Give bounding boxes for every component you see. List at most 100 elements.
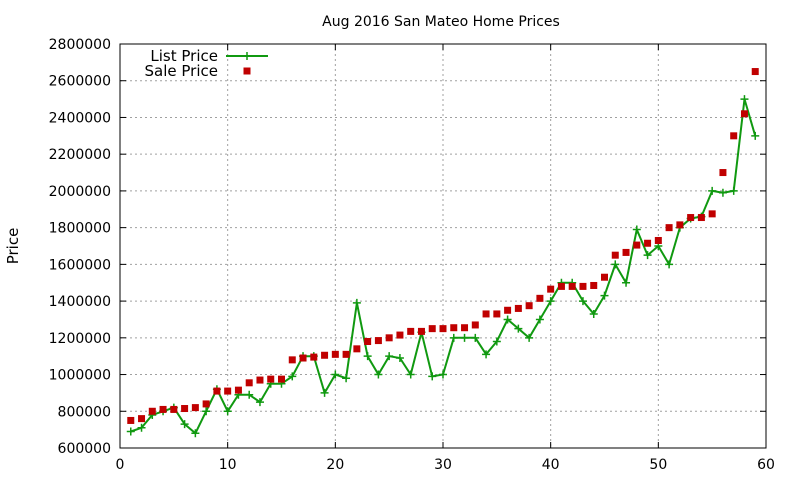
sale-price-point (719, 169, 727, 177)
y-tick-label: 2200000 (49, 147, 111, 163)
list-price-point (503, 315, 512, 324)
sale-price-point (245, 379, 253, 387)
sale-price-point (299, 354, 307, 362)
sale-price-point (396, 331, 404, 339)
y-tick-label: 800000 (58, 404, 111, 420)
list-price-point (191, 429, 200, 438)
list-price-point (126, 427, 135, 436)
list-price-point (352, 298, 361, 307)
sale-price-point (278, 375, 285, 383)
sale-price-point (633, 241, 641, 249)
x-tick-labels: 0 10 20 30 40 50 60 (116, 457, 775, 473)
sale-price-point (644, 239, 652, 247)
sale-price-point (374, 337, 382, 345)
legend-label-sale-price: Sale Price (145, 62, 218, 80)
sale-price-point (471, 321, 479, 329)
sale-price-point (364, 337, 372, 345)
list-price-point (137, 423, 146, 432)
legend-label-list-price: List Price (150, 47, 218, 65)
legend-marker-sale-price (243, 67, 251, 75)
x-tick-label: 50 (649, 457, 667, 473)
list-price-point (406, 370, 415, 379)
list-price-point (223, 407, 232, 416)
sale-price-point (407, 327, 415, 335)
list-price-point (718, 188, 727, 197)
list-price-point (471, 333, 480, 342)
list-price-point (751, 131, 760, 140)
chart-title: Aug 2016 San Mateo Home Prices (322, 14, 560, 30)
sale-price-point (687, 214, 695, 222)
y-axis-label: Price (4, 228, 22, 265)
series-sale-price (127, 68, 759, 424)
sale-price-point (450, 324, 458, 332)
sale-price-point (321, 351, 329, 359)
sale-price-point (148, 407, 156, 415)
list-price-point (578, 297, 587, 306)
list-price-point (374, 370, 383, 379)
list-price-point (611, 260, 620, 269)
list-price-point (245, 390, 254, 399)
sale-price-point (730, 132, 738, 140)
list-price-point (740, 95, 749, 104)
sale-price-point (170, 405, 178, 413)
sale-price-point (127, 416, 135, 424)
legend-marker-list-price (243, 52, 251, 60)
x-tick-label: 10 (219, 457, 237, 473)
list-price-point (180, 420, 189, 429)
x-tick-label: 20 (326, 457, 344, 473)
y-tick-label: 600000 (58, 441, 111, 457)
list-price-point (589, 309, 598, 318)
list-price-point (708, 186, 717, 195)
list-price-point (643, 251, 652, 260)
list-price-point (492, 337, 501, 346)
sale-price-point (740, 110, 748, 118)
axis-ticks (119, 43, 767, 449)
y-tick-label: 2800000 (49, 37, 111, 53)
list-price-point (514, 324, 523, 333)
sale-price-point (310, 353, 318, 361)
list-price-point (600, 291, 609, 300)
list-price-point (363, 352, 372, 361)
sale-price-point (504, 306, 512, 314)
sale-price-point (665, 224, 673, 232)
sale-price-point (654, 236, 662, 244)
sale-price-point (601, 273, 608, 281)
grid-lines (120, 44, 766, 448)
sale-price-point (342, 350, 350, 358)
sale-price-point (385, 334, 393, 342)
list-price-point (449, 333, 458, 342)
list-price-point (428, 372, 437, 381)
sale-price-point (428, 325, 436, 333)
x-tick-label: 0 (116, 457, 125, 473)
sale-price-point (536, 294, 544, 302)
list-price-point (331, 370, 340, 379)
list-price-point (460, 333, 469, 342)
sale-price-point (568, 282, 576, 290)
sale-price-point (482, 310, 490, 318)
sale-price-point (159, 405, 167, 413)
sale-price-point (708, 210, 716, 218)
sale-price-point (590, 281, 598, 289)
x-tick-label: 40 (542, 457, 560, 473)
list-price-point (439, 370, 447, 379)
list-price-point (202, 407, 211, 416)
y-tick-label: 2600000 (49, 74, 111, 90)
list-price-point (288, 372, 297, 381)
list-price-point (632, 225, 641, 234)
y-tick-labels: 600000 800000 1000000 1200000 1400000 1600000… (49, 37, 111, 457)
sale-price-point (557, 282, 565, 290)
sale-price-point (224, 387, 232, 395)
list-price-point (622, 278, 631, 287)
sale-price-point (353, 345, 361, 353)
sale-price-point (234, 386, 242, 394)
y-tick-label: 1400000 (49, 294, 111, 310)
sale-price-point (256, 376, 264, 384)
list-price-point (525, 333, 534, 342)
sale-price-point (138, 415, 146, 423)
sale-price-point (493, 310, 501, 318)
sale-price-point (331, 350, 339, 358)
list-price-point (535, 315, 544, 324)
sale-price-point (547, 285, 555, 293)
sale-price-point (461, 324, 469, 332)
